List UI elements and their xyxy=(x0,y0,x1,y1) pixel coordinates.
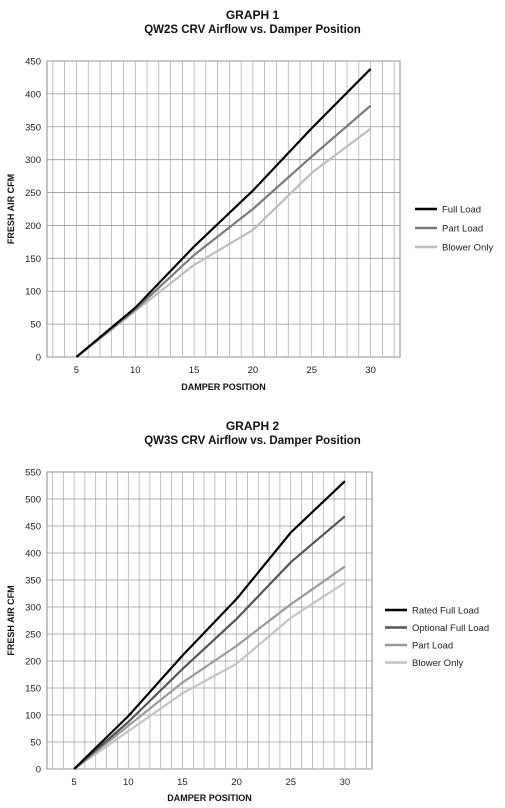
series-line-blower-only xyxy=(73,581,346,770)
graph-2: GRAPH 2 QW3S CRV Airflow vs. Damper Posi… xyxy=(0,400,505,808)
x-tick-label: 20 xyxy=(248,365,259,376)
y-tick-label: 500 xyxy=(25,495,41,506)
x-axis-label: DAMPER POSITION xyxy=(181,382,266,392)
x-tick-label: 10 xyxy=(130,365,141,376)
x-axis-label: DAMPER POSITION xyxy=(167,793,252,803)
x-tick-label: 5 xyxy=(71,777,76,788)
y-tick-label: 350 xyxy=(25,122,41,133)
y-tick-label: 250 xyxy=(25,630,41,641)
y-tick-label: 200 xyxy=(25,657,41,668)
x-tick-label: 20 xyxy=(231,777,242,788)
graph-2-title: GRAPH 2 xyxy=(225,419,280,433)
y-tick-label: 50 xyxy=(30,738,41,749)
legend-label: Blower Only xyxy=(442,243,493,254)
graph-1-subtitle: QW2S CRV Airflow vs. Damper Position xyxy=(144,24,361,36)
series-line-optional-full-load xyxy=(73,515,346,770)
y-tick-label: 150 xyxy=(25,254,41,265)
y-tick-label: 100 xyxy=(25,287,41,298)
y-tick-label: 0 xyxy=(36,353,41,364)
y-tick-label: 300 xyxy=(25,603,41,614)
y-tick-label: 550 xyxy=(25,468,41,479)
x-tick-label: 5 xyxy=(74,365,79,376)
x-tick-label: 25 xyxy=(306,365,317,376)
plot-area xyxy=(46,60,401,358)
graph-1-title: GRAPH 1 xyxy=(225,8,280,22)
series-line-full-load xyxy=(75,68,372,358)
y-tick-label: 300 xyxy=(25,155,41,166)
y-tick-label: 450 xyxy=(25,57,41,68)
plot-area xyxy=(46,471,373,770)
x-tick-label: 10 xyxy=(123,777,134,788)
y-axis-label: FRESH AIR CFM xyxy=(6,585,16,655)
chart-2-group: 0 50 100 150 200 250 300 350 400 450 500 550 5 10 15 20… xyxy=(6,468,489,804)
y-tick-label: 450 xyxy=(25,522,41,533)
y-tick-label: 200 xyxy=(25,221,41,232)
graph-1: GRAPH 1 QW2S CRV Airflow vs. Damper Posi… xyxy=(0,0,505,400)
series-line-rated-full-load xyxy=(73,480,346,770)
legend-label: Part Load xyxy=(442,224,483,235)
x-tick-label: 30 xyxy=(365,365,376,376)
y-axis-label: FRESH AIR CFM xyxy=(6,174,16,244)
y-tick-label: 400 xyxy=(25,549,41,560)
y-tick-label: 50 xyxy=(30,320,41,331)
chart-1-group: 0 50 100 150 200 250 300 350 400 450 5 10 15 20 25 30 DA… xyxy=(6,57,493,393)
y-tick-label: 100 xyxy=(25,711,41,722)
y-tick-label: 400 xyxy=(25,89,41,100)
legend-label: Blower Only xyxy=(412,658,463,669)
y-tick-label: 350 xyxy=(25,576,41,587)
x-tick-label: 30 xyxy=(340,777,351,788)
legend-label: Part Load xyxy=(412,641,453,652)
legend-label: Optional Full Load xyxy=(412,623,489,634)
legend-label: Rated Full Load xyxy=(412,606,479,617)
y-tick-label: 250 xyxy=(25,188,41,199)
series-line-part-load xyxy=(75,104,372,358)
x-tick-label: 15 xyxy=(177,777,188,788)
x-tick-label: 15 xyxy=(189,365,200,376)
series-line-part-load xyxy=(73,565,346,770)
graph-2-subtitle: QW3S CRV Airflow vs. Damper Position xyxy=(144,435,361,447)
legend-label: Full Load xyxy=(442,205,481,216)
y-tick-label: 150 xyxy=(25,684,41,695)
y-tick-label: 0 xyxy=(36,765,41,776)
x-tick-label: 25 xyxy=(285,777,296,788)
